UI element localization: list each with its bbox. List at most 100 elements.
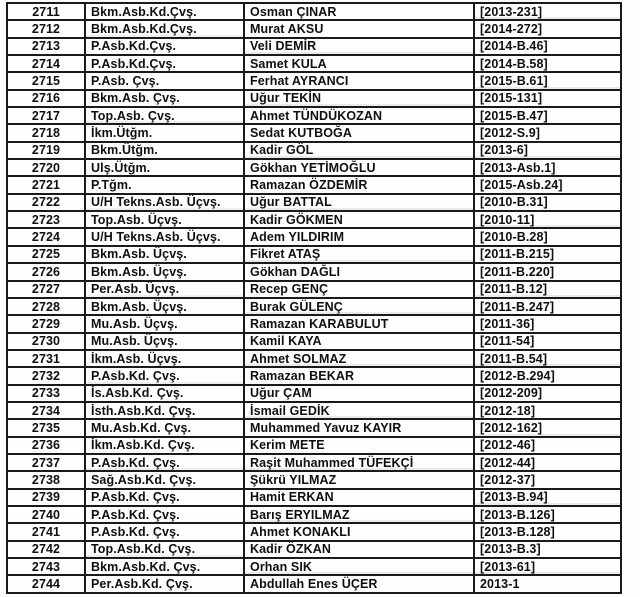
code-cell: [2012-46] bbox=[473, 435, 622, 455]
row-number-cell: 2730 bbox=[6, 331, 86, 351]
table-row: 2726 Bkm.Asb. Üçvş. Gökhan DAĞLI [2011-B… bbox=[6, 262, 622, 282]
name-cell: Kamil KAYA bbox=[243, 331, 475, 351]
table-row: 2719 Bkm.Ütğm. Kadir GÖL [2013-6] bbox=[6, 140, 622, 161]
rank-cell: Bkm.Asb. Üçvş. bbox=[84, 244, 245, 265]
name-cell: Osman ÇINAR bbox=[243, 1, 475, 22]
name-cell: Adem YILDIRIM bbox=[243, 227, 475, 247]
name-cell: Gökhan DAĞLI bbox=[243, 262, 475, 282]
personnel-table: 2711 Bkm.Asb.Kd.Çvş. Osman ÇINAR [2013-2… bbox=[6, 1, 622, 594]
name-cell: Veli DEMİR bbox=[243, 36, 475, 57]
row-number-cell: 2738 bbox=[6, 470, 86, 490]
table-row: 2711 Bkm.Asb.Kd.Çvş. Osman ÇINAR [2013-2… bbox=[6, 1, 622, 22]
code-cell: [2013-6] bbox=[473, 140, 622, 161]
rank-cell: P.Asb.Kd. Çvş. bbox=[84, 452, 245, 473]
name-cell: Ahmet SOLMAZ bbox=[243, 348, 475, 369]
row-number-cell: 2713 bbox=[6, 36, 86, 57]
row-number-cell: 2732 bbox=[6, 366, 86, 386]
row-number-cell: 2715 bbox=[6, 71, 86, 91]
rank-cell: P.Asb.Kd.Çvş. bbox=[84, 54, 245, 74]
name-cell: Kerim METE bbox=[243, 435, 475, 455]
table-row: 2712 Bkm.Asb.Kd.Çvş. Murat AKSU [2014-27… bbox=[6, 19, 622, 39]
table-row: 2715 P.Asb. Çvş. Ferhat AYRANCI [2015-B.… bbox=[6, 71, 622, 91]
rank-cell: İsth.Asb.Kd. Çvş. bbox=[84, 400, 245, 421]
table-row: 2744 Per.Asb.Kd. Çvş. Abdullah Enes ÜÇER… bbox=[6, 574, 622, 594]
code-cell: [2014-272] bbox=[473, 19, 622, 39]
code-cell: [2011-36] bbox=[473, 314, 622, 334]
table-row: 2740 P.Asb.Kd. Çvş. Barış ERYILMAZ [2013… bbox=[6, 504, 622, 525]
row-number-cell: 2711 bbox=[6, 1, 86, 22]
table-row: 2723 Top.Asb. Üçvş. Kadir GÖKMEN [2010-1… bbox=[6, 210, 622, 230]
name-cell: Fikret ATAŞ bbox=[243, 244, 475, 265]
table-row: 2734 İsth.Asb.Kd. Çvş. İsmail GEDİK [201… bbox=[6, 400, 622, 421]
table-row: 2718 İkm.Ütğm. Sedat KUTBOĞA [2012-S.9] bbox=[6, 123, 622, 143]
code-cell: [2013-231] bbox=[473, 1, 622, 22]
name-cell: Abdullah Enes ÜÇER bbox=[243, 574, 475, 594]
name-cell: İsmail GEDİK bbox=[243, 400, 475, 421]
row-number-cell: 2736 bbox=[6, 435, 86, 455]
rank-cell: P.Tğm. bbox=[84, 175, 245, 195]
row-number-cell: 2718 bbox=[6, 123, 86, 143]
name-cell: Muhammed Yavuz KAYIR bbox=[243, 418, 475, 438]
table-row: 2720 Ulş.Ütğm. Gökhan YETİMOĞLU [2013-As… bbox=[6, 158, 622, 178]
rank-cell: P.Asb.Kd. Çvş. bbox=[84, 366, 245, 386]
rank-cell: U/H Tekns.Asb. Üçvş. bbox=[84, 192, 245, 213]
code-cell: [2013-B.94] bbox=[473, 487, 622, 507]
code-cell: [2014-B.46] bbox=[473, 36, 622, 57]
rank-cell: P.Asb.Kd.Çvş. bbox=[84, 36, 245, 57]
rank-cell: Bkm.Ütğm. bbox=[84, 140, 245, 161]
table-row: 2729 Mu.Asb. Üçvş. Ramazan KARABULUT [20… bbox=[6, 314, 622, 334]
table-row: 2717 Top.Asb. Çvş. Ahmet TÜNDÜKOZAN [201… bbox=[6, 106, 622, 126]
row-number-cell: 2716 bbox=[6, 88, 86, 109]
name-cell: Raşit Muhammed TÜFEKÇİ bbox=[243, 452, 475, 473]
rank-cell: Top.Asb. Üçvş. bbox=[84, 210, 245, 230]
name-cell: Şükrü YILMAZ bbox=[243, 470, 475, 490]
name-cell: Kadir ÖZKAN bbox=[243, 539, 475, 560]
row-number-cell: 2734 bbox=[6, 400, 86, 421]
table-row: 2730 Mu.Asb. Üçvş. Kamil KAYA [2011-54] bbox=[6, 331, 622, 351]
name-cell: Ramazan ÖZDEMİR bbox=[243, 175, 475, 195]
code-cell: [2012-37] bbox=[473, 470, 622, 490]
row-number-cell: 2712 bbox=[6, 19, 86, 39]
name-cell: Ahmet TÜNDÜKOZAN bbox=[243, 106, 475, 126]
code-cell: [2015-131] bbox=[473, 88, 622, 109]
name-cell: Samet KULA bbox=[243, 54, 475, 74]
row-number-cell: 2714 bbox=[6, 54, 86, 74]
name-cell: Ferhat AYRANCI bbox=[243, 71, 475, 91]
rank-cell: Bkm.Asb. Üçvş. bbox=[84, 296, 245, 317]
code-cell: [2010-B.31] bbox=[473, 192, 622, 213]
table-row: 2728 Bkm.Asb. Üçvş. Burak GÜLENÇ [2011-B… bbox=[6, 296, 622, 317]
row-number-cell: 2725 bbox=[6, 244, 86, 265]
name-cell: Hamit ERKAN bbox=[243, 487, 475, 507]
code-cell: [2013-61] bbox=[473, 556, 622, 577]
name-cell: Kadir GÖKMEN bbox=[243, 210, 475, 230]
rank-cell: P.Asb. Çvş. bbox=[84, 71, 245, 91]
name-cell: Uğur BATTAL bbox=[243, 192, 475, 213]
row-number-cell: 2724 bbox=[6, 227, 86, 247]
row-number-cell: 2723 bbox=[6, 210, 86, 230]
table-row: 2742 Top.Asb.Kd. Çvş. Kadir ÖZKAN [2013-… bbox=[6, 539, 622, 560]
rank-cell: Sağ.Asb.Kd. Çvş. bbox=[84, 470, 245, 490]
rank-cell: U/H Tekns.Asb. Üçvş. bbox=[84, 227, 245, 247]
table-row: 2743 Bkm.Asb.Kd. Çvş. Orhan SIK [2013-61… bbox=[6, 556, 622, 577]
code-cell: [2013-B.3] bbox=[473, 539, 622, 560]
rank-cell: Top.Asb. Çvş. bbox=[84, 106, 245, 126]
table-row: 2725 Bkm.Asb. Üçvş. Fikret ATAŞ [2011-B.… bbox=[6, 244, 622, 265]
table-row: 2722 U/H Tekns.Asb. Üçvş. Uğur BATTAL [2… bbox=[6, 192, 622, 213]
rank-cell: Bkm.Asb.Kd.Çvş. bbox=[84, 1, 245, 22]
rank-cell: Mu.Asb. Üçvş. bbox=[84, 314, 245, 334]
rank-cell: Mu.Asb. Üçvş. bbox=[84, 331, 245, 351]
rank-cell: Ulş.Ütğm. bbox=[84, 158, 245, 178]
code-cell: [2013-B.128] bbox=[473, 522, 622, 542]
name-cell: Barış ERYILMAZ bbox=[243, 504, 475, 525]
code-cell: [2011-54] bbox=[473, 331, 622, 351]
rank-cell: Per.Asb. Üçvş. bbox=[84, 279, 245, 299]
code-cell: [2011-B.215] bbox=[473, 244, 622, 265]
name-cell: Kadir GÖL bbox=[243, 140, 475, 161]
code-cell: [2012-44] bbox=[473, 452, 622, 473]
table-row: 2738 Sağ.Asb.Kd. Çvş. Şükrü YILMAZ [2012… bbox=[6, 470, 622, 490]
code-cell: [2011-B.247] bbox=[473, 296, 622, 317]
name-cell: Uğur ÇAM bbox=[243, 383, 475, 403]
name-cell: Murat AKSU bbox=[243, 19, 475, 39]
rank-cell: Bkm.Asb.Kd. Çvş. bbox=[84, 556, 245, 577]
table-row: 2724 U/H Tekns.Asb. Üçvş. Adem YILDIRIM … bbox=[6, 227, 622, 247]
